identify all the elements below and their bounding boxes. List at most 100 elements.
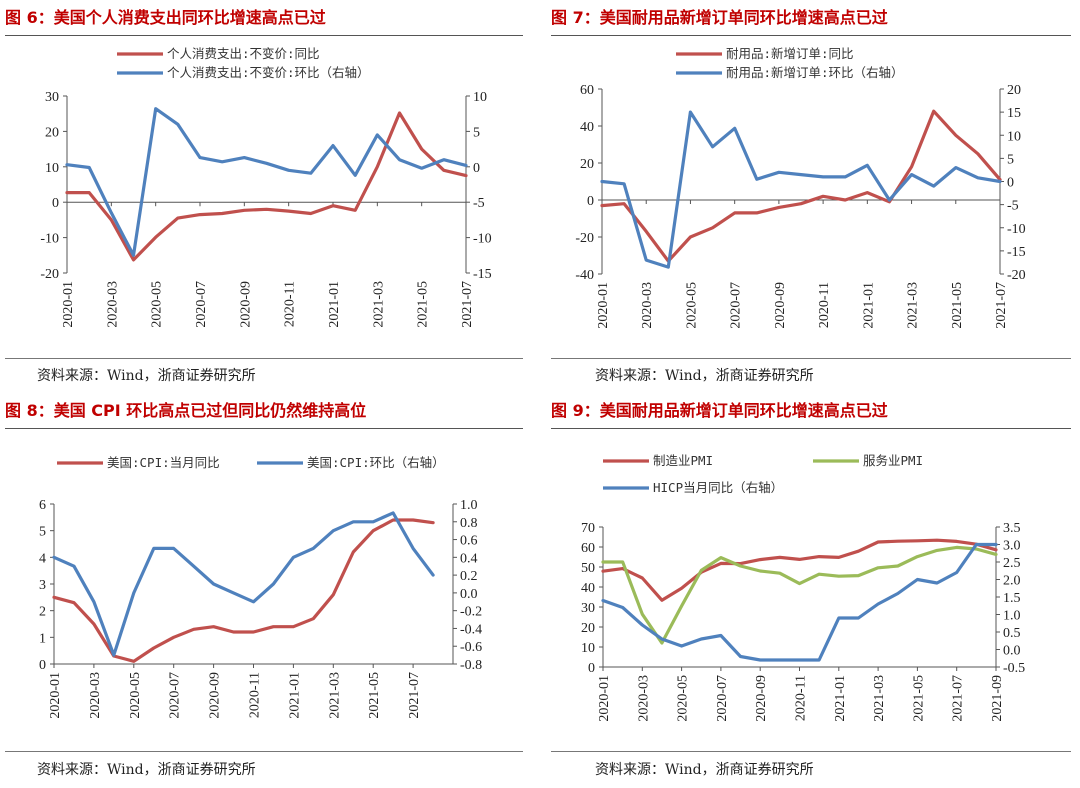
left-axis-tick-label: -20 (575, 231, 594, 246)
legend-label: HICP当月同比（右轴） (653, 480, 783, 495)
left-axis-tick-label: 20 (580, 157, 594, 172)
right-axis-tick-label: 10 (473, 90, 487, 105)
title-rule (551, 428, 1071, 429)
left-axis-tick-label: 0 (587, 194, 594, 209)
x-axis-tick-label: 2020-09 (754, 675, 769, 722)
right-axis-tick-label: 1.0 (1003, 609, 1021, 624)
right-axis-tick-label: 3.0 (1003, 539, 1021, 554)
x-axis-tick-label: 2021-07 (951, 675, 966, 722)
left-axis-tick-label: 0 (588, 661, 595, 676)
right-axis-tick-label: 0.8 (460, 516, 478, 531)
x-axis-tick-label: 2020-11 (817, 282, 832, 328)
x-axis-tick-label: 2020-07 (168, 672, 183, 719)
left-axis-tick-label: 60 (581, 541, 595, 556)
title-rule (5, 35, 523, 36)
bottom-rule (5, 751, 523, 752)
left-axis-tick-label: -20 (40, 267, 59, 282)
right-axis-tick-label: 15 (1007, 106, 1021, 121)
figure-9-chart: 0 10 20 30 40 50 60 70 -0.5 0.0 0.5 1.0 1.5 2.0 2.5 3.0… (581, 453, 1025, 722)
x-axis-tick-label: 2021-05 (950, 282, 965, 329)
bottom-rule (5, 358, 523, 359)
title-rule (551, 35, 1071, 36)
x-axis-tick-label: 2021-07 (994, 282, 1009, 329)
left-axis-tick-label: 5 (39, 525, 46, 540)
x-axis-tick-label: 2020-01 (597, 675, 612, 722)
series-line-1 (600, 109, 1002, 263)
figure-6-chart: -20 -10 0 10 20 30 -15 -10 -5 0 5 10 2020-01 2020-03 2… (40, 46, 492, 328)
figure-8-panel: 图 8：美国 CPI 环比高点已过但同比仍然维持高位 0 1 2 3 4 5 6 -0.8 -0… (5, 397, 525, 787)
left-axis-tick-label: -40 (575, 268, 594, 283)
figure-6-panel: 图 6：美国个人消费支出同环比增速高点已过 -20 -10 0 10 20 30 -15 -1… (5, 4, 525, 388)
right-axis-tick-label: 2.0 (1003, 574, 1021, 589)
right-axis-tick-label: -15 (1007, 245, 1026, 260)
right-axis-tick-label: -10 (473, 232, 492, 247)
legend-label: 服务业PMI (863, 453, 923, 468)
x-axis-tick-label: 2020-11 (248, 672, 263, 718)
right-axis-tick-label: 0.0 (460, 587, 478, 602)
figure-8-chart: 0 1 2 3 4 5 6 -0.8 -0.6 -0.4 -0.2 0.0 0.2 0.4 0.6 0.8 1.… (39, 455, 482, 719)
legend-label: 耐用品:新增订单:同比 (726, 46, 854, 61)
x-axis-tick-label: 2021-05 (416, 281, 431, 328)
right-axis-tick-label: 20 (1007, 83, 1021, 98)
x-axis-tick-label: 2020-05 (676, 675, 691, 722)
x-axis-tick-label: 2021-03 (371, 281, 386, 328)
legend-label: 美国:CPI:环比（右轴） (307, 455, 445, 470)
bottom-rule (551, 358, 1071, 359)
right-axis-tick-label: 5 (1007, 152, 1014, 167)
source-note: 资料来源：Wind，浙商证券研究所 (595, 762, 814, 778)
figure-7-chart: -40 -20 0 20 40 60 -20 -15 -10 -5 0 5 10 15 20 2020-01 2… (575, 46, 1026, 329)
left-axis-tick-label: 4 (39, 551, 46, 566)
left-axis-tick-label: 10 (45, 161, 59, 176)
x-axis-tick-label: 2020-05 (684, 282, 699, 329)
x-axis-tick-label: 2020-03 (105, 281, 120, 328)
x-axis-tick-label: 2021-07 (407, 672, 422, 719)
figure-6-title: 图 6：美国个人消费支出同环比增速高点已过 (5, 8, 326, 27)
legend-label: 耐用品:新增订单:环比（右轴） (726, 65, 904, 80)
x-axis-tick-label: 2020-01 (596, 282, 611, 329)
series-line-3 (601, 542, 998, 662)
left-axis-tick-label: 50 (581, 561, 595, 576)
x-axis-tick-label: 2020-09 (238, 281, 253, 328)
left-axis-tick-label: 30 (45, 90, 59, 105)
x-axis-tick-label: 2020-03 (636, 675, 651, 722)
left-axis-tick-label: 40 (581, 581, 595, 596)
series-line-2 (601, 545, 998, 645)
right-axis-tick-label: 0.5 (1003, 626, 1021, 641)
left-axis-tick-label: 1 (39, 631, 46, 646)
right-axis-tick-label: 1.5 (1003, 591, 1021, 606)
x-axis-tick-label: 2020-03 (88, 672, 103, 719)
x-axis-tick-label: 2020-11 (283, 281, 298, 327)
series-line-1 (65, 111, 468, 262)
x-axis-tick-label: 2021-01 (327, 281, 342, 328)
x-axis-tick-label: 2020-09 (208, 672, 223, 719)
right-axis-tick-label: -0.4 (460, 622, 482, 637)
right-axis-tick-label: 0.0 (1003, 644, 1021, 659)
source-note: 资料来源：Wind，浙商证券研究所 (37, 762, 256, 778)
x-axis-tick-label: 2020-11 (794, 675, 809, 721)
left-axis-tick-label: 30 (581, 601, 595, 616)
left-axis-tick-label: 10 (581, 641, 595, 656)
x-axis-tick-label: 2020-05 (150, 281, 165, 328)
x-axis-tick-label: 2021-01 (861, 282, 876, 329)
left-axis-tick-label: 60 (580, 83, 594, 98)
right-axis-tick-label: 0.4 (460, 551, 478, 566)
x-axis-tick-label: 2021-03 (906, 282, 921, 329)
x-axis-tick-label: 2020-07 (194, 281, 209, 328)
left-axis-tick-label: 6 (39, 498, 46, 513)
figure-9-panel: 图 9：美国耐用品新增订单同环比增速高点已过 0 10 20 30 40 50 60 70 -0… (551, 397, 1071, 787)
x-axis-tick-label: 2021-07 (460, 281, 475, 328)
right-axis-tick-label: 1.0 (460, 498, 478, 513)
right-axis-tick-label: -0.2 (460, 605, 482, 620)
x-axis-tick-label: 2021-05 (911, 675, 926, 722)
right-axis-tick-label: 0.2 (460, 569, 478, 584)
source-note: 资料来源：Wind，浙商证券研究所 (37, 368, 256, 384)
x-axis-tick-label: 2020-09 (773, 282, 788, 329)
right-axis-tick-label: -0.6 (460, 640, 482, 655)
source-note: 资料来源：Wind，浙商证券研究所 (595, 368, 814, 384)
right-axis-tick-label: 10 (1007, 129, 1021, 144)
figure-7-title: 图 7：美国耐用品新增订单同环比增速高点已过 (551, 8, 888, 27)
x-axis-tick-label: 2021-03 (327, 672, 342, 719)
x-axis-tick-label: 2021-01 (287, 672, 302, 719)
right-axis-tick-label: 5 (473, 125, 480, 140)
right-axis-tick-label: 3.5 (1003, 521, 1021, 536)
